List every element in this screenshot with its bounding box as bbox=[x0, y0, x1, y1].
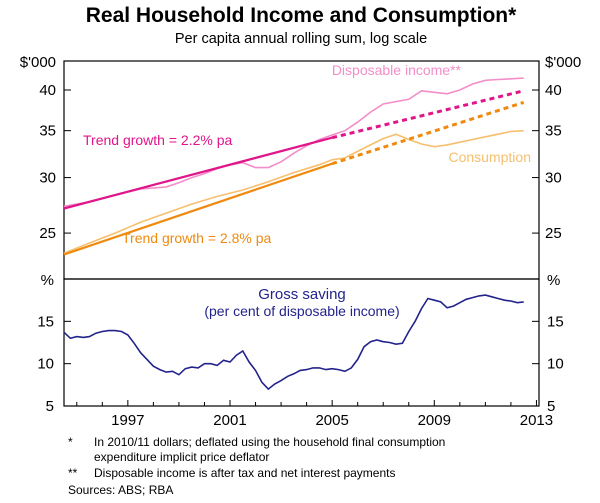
bottom-right-tick-label: 10 bbox=[547, 356, 564, 373]
chart-subtitle: Per capita annual rolling sum, log scale bbox=[175, 31, 427, 47]
consumption-trend-line-projection bbox=[331, 100, 525, 166]
bottom-right-tick-label: 5 bbox=[547, 398, 555, 415]
footnote-1: * In 2010/11 dollars; deflated using the… bbox=[68, 435, 445, 464]
top-left-tick-label: 35 bbox=[39, 123, 56, 140]
bottom-left-tick-label: 15 bbox=[37, 313, 54, 330]
top-right-tick-label: 25 bbox=[545, 225, 562, 242]
sources: Sources: ABS; RBA bbox=[68, 483, 173, 497]
top-left-tick-label: 25 bbox=[39, 225, 56, 242]
x-tick-label: 2009 bbox=[418, 412, 451, 429]
top-right-unit: $'000 bbox=[545, 54, 581, 71]
footnote-1-mark: * bbox=[68, 435, 73, 449]
top-y-ticks: 25 25 30 30 35 35 40 40 bbox=[39, 82, 561, 242]
top-panel: $'000 $'000 25 25 30 30 35 35 40 40 Disposable … bbox=[20, 54, 581, 280]
top-right-tick-label: 30 bbox=[545, 170, 562, 187]
footnote-2-line-1: Disposable income is after tax and net i… bbox=[94, 466, 396, 480]
x-axis-ticks: 1997 2001 2005 2009 2013 bbox=[76, 400, 553, 429]
consumption-trend-line bbox=[63, 162, 333, 256]
chart-title: Real Household Income and Consumption* bbox=[86, 4, 517, 27]
top-left-unit: $'000 bbox=[20, 54, 56, 71]
annotation-consumption-trend: Trend growth = 2.8% pa bbox=[122, 230, 272, 246]
footnote-2: ** Disposable income is after tax and ne… bbox=[68, 466, 396, 480]
bottom-left-tick-label: 5 bbox=[46, 398, 54, 415]
consumption-line bbox=[63, 129, 524, 254]
bottom-right-tick-label: 15 bbox=[547, 313, 564, 330]
top-right-tick-label: 35 bbox=[545, 123, 562, 140]
footnote-2-mark: ** bbox=[68, 466, 78, 480]
bottom-panel: % % Gross saving (per cent of disposable… bbox=[37, 272, 563, 429]
saving-panel-title: Gross saving bbox=[258, 286, 346, 303]
top-left-tick-label: 40 bbox=[39, 82, 56, 99]
income-trend-line-projection bbox=[331, 89, 525, 140]
x-tick-label: 1997 bbox=[111, 412, 144, 429]
annotation-disposable-income: Disposable income** bbox=[332, 62, 462, 78]
bottom-series bbox=[63, 294, 524, 391]
footnote-1-line-2: expenditure implicit price deflator bbox=[94, 450, 269, 464]
footnote-1-line-1: In 2010/11 dollars; deflated using the h… bbox=[94, 435, 445, 449]
x-tick-label: 2005 bbox=[315, 412, 348, 429]
bottom-y-ticks: 5 5 10 10 15 15 bbox=[37, 313, 563, 415]
gross-saving-line bbox=[63, 294, 524, 391]
top-left-tick-label: 30 bbox=[39, 170, 56, 187]
x-tick-label: 2013 bbox=[520, 412, 553, 429]
saving-panel-subtitle: (per cent of disposable income) bbox=[204, 303, 399, 319]
annotation-income-trend: Trend growth = 2.2% pa bbox=[83, 132, 233, 148]
top-right-tick-label: 40 bbox=[545, 82, 562, 99]
x-tick-label: 2001 bbox=[213, 412, 246, 429]
bottom-right-unit: % bbox=[547, 272, 560, 289]
bottom-left-tick-label: 10 bbox=[37, 356, 54, 373]
annotation-consumption: Consumption bbox=[449, 149, 532, 165]
disposable-income-line bbox=[63, 77, 524, 208]
top-series bbox=[63, 77, 525, 256]
income-trend-line bbox=[63, 136, 333, 210]
bottom-left-unit: % bbox=[41, 272, 54, 289]
bottom-panel-frame bbox=[63, 278, 540, 407]
